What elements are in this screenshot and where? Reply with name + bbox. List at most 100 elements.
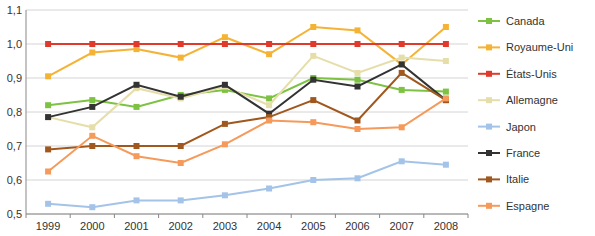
series-marker <box>45 41 51 47</box>
series-marker <box>399 41 405 47</box>
legend-item: Canada <box>478 15 545 27</box>
series-marker <box>399 158 405 164</box>
x-tick <box>468 214 469 218</box>
legend-marker <box>486 124 492 130</box>
x-tick-label: 2001 <box>124 220 148 232</box>
series-marker <box>355 126 361 132</box>
series-marker <box>443 95 449 101</box>
grid-line <box>26 10 468 11</box>
series-marker <box>134 104 140 110</box>
series-marker <box>45 73 51 79</box>
series-marker <box>443 89 449 95</box>
legend-item: Italie <box>478 173 529 185</box>
legend-marker <box>486 176 492 182</box>
x-tick-label: 2008 <box>434 220 458 232</box>
series-marker <box>178 55 184 61</box>
x-tick-label: 2002 <box>168 220 192 232</box>
legend-item: Espagne <box>478 200 549 212</box>
legend-item: États-Unis <box>478 68 557 80</box>
series-marker <box>355 27 361 33</box>
series-marker <box>443 58 449 64</box>
series-marker <box>266 186 272 192</box>
series-marker <box>222 34 228 40</box>
series-marker <box>266 95 272 101</box>
series-marker <box>399 124 405 130</box>
series-marker <box>178 94 184 100</box>
x-tick <box>70 214 71 218</box>
series-marker <box>134 143 140 149</box>
series-line <box>48 78 446 107</box>
series-marker <box>134 41 140 47</box>
series-marker <box>45 114 51 120</box>
legend-marker <box>486 71 492 77</box>
series-marker <box>178 143 184 149</box>
series-marker <box>134 197 140 203</box>
series-marker <box>45 146 51 152</box>
series-marker <box>310 97 316 103</box>
y-tick-label: 0,5 <box>7 208 22 220</box>
x-tick-label: 2000 <box>80 220 104 232</box>
series-marker <box>222 121 228 127</box>
x-tick <box>291 214 292 218</box>
legend-label: Japon <box>506 121 536 133</box>
series-marker <box>134 153 140 159</box>
series-line <box>48 73 446 149</box>
x-tick <box>335 214 336 218</box>
x-tick <box>423 214 424 218</box>
series-marker <box>222 192 228 198</box>
series-marker <box>45 169 51 175</box>
series-marker <box>89 41 95 47</box>
series-marker <box>443 162 449 168</box>
legend-label: États-Unis <box>506 68 557 80</box>
series-marker <box>89 97 95 103</box>
series-marker <box>310 77 316 83</box>
series-marker <box>355 77 361 83</box>
x-tick-label: 2005 <box>301 220 325 232</box>
x-tick-label: 2003 <box>213 220 237 232</box>
series-marker <box>443 24 449 30</box>
series-marker <box>355 70 361 76</box>
series-marker <box>178 197 184 203</box>
series-line <box>48 98 446 171</box>
legend-item: Allemagne <box>478 94 558 106</box>
legend-label: Canada <box>506 15 545 27</box>
series-marker <box>399 61 405 67</box>
legend-label: Italie <box>506 173 529 185</box>
series-marker <box>266 102 272 108</box>
x-tick-label: 2006 <box>345 220 369 232</box>
series-line <box>48 43 446 45</box>
series-marker <box>266 41 272 47</box>
y-tick-label: 1,0 <box>7 38 22 50</box>
series-marker <box>266 118 272 124</box>
series-line <box>48 27 446 76</box>
legend-marker <box>486 203 492 209</box>
legend-item: Japon <box>478 121 536 133</box>
series-marker <box>89 50 95 56</box>
legend-label: Espagne <box>506 200 549 212</box>
y-tick-label: 1,1 <box>7 4 22 16</box>
series-marker <box>89 124 95 130</box>
legend-item: France <box>478 147 540 159</box>
legend-marker <box>486 18 492 24</box>
grid-line <box>26 78 468 79</box>
series-marker <box>399 70 405 76</box>
series-marker <box>399 61 405 67</box>
y-tick-label: 0,8 <box>7 106 22 118</box>
series-marker <box>222 41 228 47</box>
legend-item: Royaume-Uni <box>478 41 573 53</box>
legend-label: France <box>506 147 540 159</box>
x-tick <box>26 214 27 218</box>
series-marker <box>355 118 361 124</box>
chart: 0,50,60,70,80,91,01,11999200020012002200… <box>0 0 595 236</box>
legend-label: Royaume-Uni <box>506 41 573 53</box>
series-marker <box>399 87 405 93</box>
x-tick <box>379 214 380 218</box>
series-marker <box>45 201 51 207</box>
x-tick-label: 2007 <box>389 220 413 232</box>
series-marker <box>89 204 95 210</box>
x-tick-label: 2004 <box>257 220 281 232</box>
series-marker <box>355 84 361 90</box>
x-tick <box>247 214 248 218</box>
y-tick-label: 0,6 <box>7 174 22 186</box>
x-tick <box>114 214 115 218</box>
